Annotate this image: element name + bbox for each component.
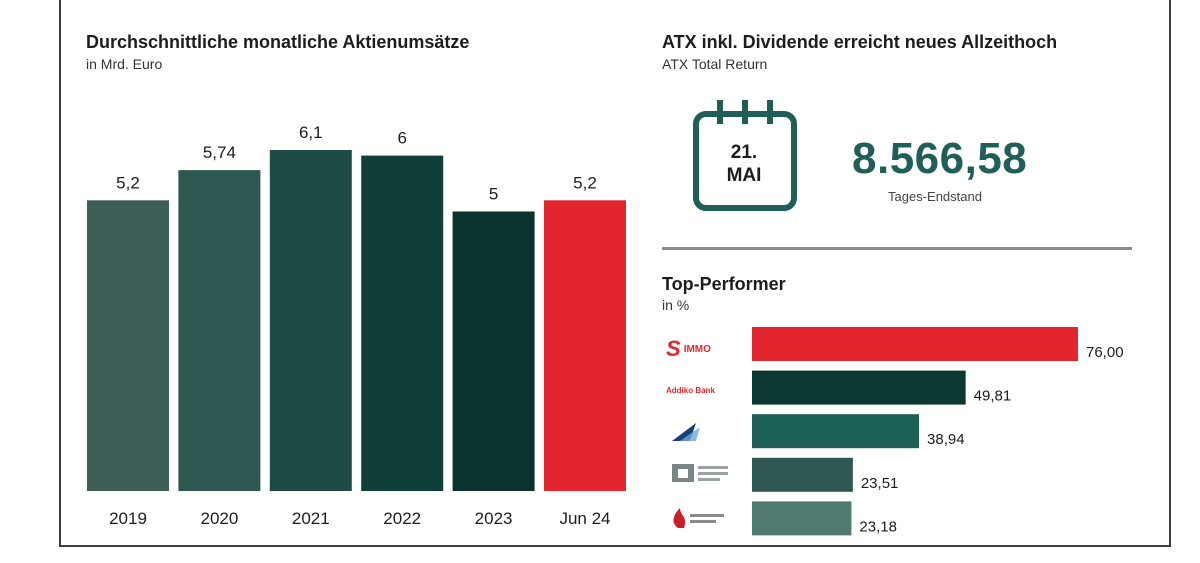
performer-bar bbox=[752, 370, 966, 405]
category-label: 2020 bbox=[200, 509, 238, 528]
top-performer-subtitle: in % bbox=[662, 297, 690, 313]
performer-bar bbox=[752, 457, 853, 492]
bar-value-label: 5,2 bbox=[573, 173, 597, 192]
atx-value-caption: Tages-Endstand bbox=[888, 189, 982, 204]
section-divider bbox=[662, 247, 1132, 250]
calendar-month: MAI bbox=[726, 165, 762, 186]
left-chart-subtitle: in Mrd. Euro bbox=[86, 56, 163, 72]
performer-bar bbox=[752, 327, 1078, 361]
bar-2023 bbox=[452, 211, 535, 491]
bar-2020 bbox=[178, 170, 261, 492]
bar-2019 bbox=[87, 200, 169, 492]
performer-bar bbox=[752, 501, 852, 536]
addiko-bank-logo: Addiko Bank bbox=[666, 385, 715, 395]
red-flame-logo bbox=[666, 503, 740, 531]
bar-2022 bbox=[361, 155, 444, 492]
bar-value-label: 6,1 bbox=[299, 123, 323, 142]
bar-value-label: 5 bbox=[489, 184, 498, 203]
calendar-icon bbox=[693, 100, 797, 211]
building-logo bbox=[666, 459, 740, 487]
performer-value-label: 23,18 bbox=[859, 518, 897, 535]
right-panel-title: ATX inkl. Dividende erreicht neues Allze… bbox=[662, 32, 1058, 52]
calendar-day: 21. bbox=[730, 142, 758, 163]
performer-value-label: 76,00 bbox=[1086, 344, 1124, 361]
bar-2021 bbox=[269, 150, 352, 491]
performer-value-label: 49,81 bbox=[974, 388, 1012, 405]
performer-value-label: 38,94 bbox=[927, 431, 965, 448]
category-label: 2022 bbox=[383, 509, 421, 528]
category-label: 2021 bbox=[292, 509, 330, 528]
bar-value-label: 6 bbox=[397, 129, 406, 148]
s-immo-logo: S IMMO bbox=[666, 336, 711, 361]
category-label: 2019 bbox=[109, 509, 147, 528]
bar-value-label: 5,2 bbox=[116, 173, 140, 192]
bar-jun-24 bbox=[544, 200, 626, 492]
austrian-airlines-logo bbox=[666, 418, 740, 446]
atx-value: 8.566,58 bbox=[852, 134, 1028, 183]
category-label: Jun 24 bbox=[559, 509, 610, 528]
top-performer-title: Top-Performer bbox=[662, 274, 786, 294]
performer-value-label: 23,51 bbox=[861, 475, 899, 492]
performer-bar bbox=[752, 414, 920, 449]
right-panel-subtitle: ATX Total Return bbox=[662, 56, 768, 72]
bar-value-label: 5,74 bbox=[203, 143, 236, 162]
left-chart-title: Durchschnittliche monatliche Aktienumsät… bbox=[86, 32, 470, 52]
category-label: 2023 bbox=[475, 509, 513, 528]
